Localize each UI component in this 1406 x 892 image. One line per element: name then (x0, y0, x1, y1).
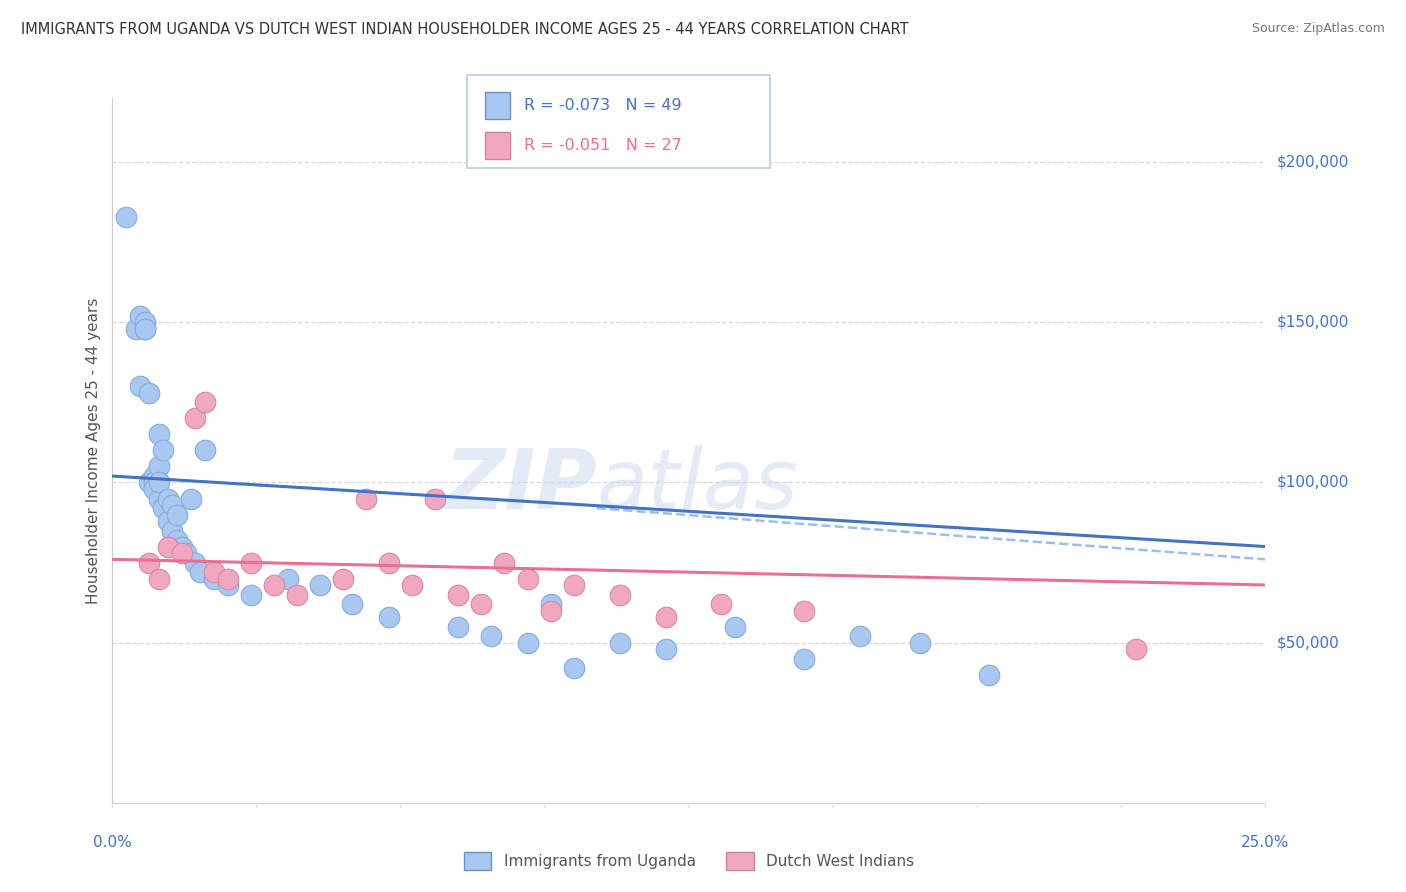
Point (425, 491, 447, 506)
Point (143, 482, 166, 496)
Point (129, 309, 152, 323)
Point (138, 556, 160, 570)
Point (202, 565, 225, 579)
Point (194, 443, 217, 458)
Point (277, 572, 299, 586)
Point (148, 491, 170, 506)
Point (148, 572, 170, 586)
Point (194, 395, 217, 409)
Point (332, 572, 354, 586)
Point (494, 556, 516, 570)
Text: $200,000: $200,000 (1277, 154, 1348, 169)
Point (378, 556, 401, 570)
Point (143, 475, 166, 490)
Point (162, 524, 184, 538)
Point (239, 556, 262, 570)
Legend: Immigrants from Uganda, Dutch West Indians: Immigrants from Uganda, Dutch West India… (458, 847, 920, 876)
Point (710, 597, 733, 611)
Text: R = -0.051   N = 27: R = -0.051 N = 27 (524, 138, 682, 153)
Point (479, 629, 502, 643)
Point (470, 597, 492, 611)
Point (188, 565, 211, 579)
Point (655, 642, 678, 657)
Point (129, 379, 152, 393)
Point (285, 588, 308, 602)
Point (148, 459, 170, 474)
Point (115, 210, 138, 224)
Point (148, 475, 170, 490)
Point (516, 572, 538, 586)
Point (609, 635, 631, 649)
Point (202, 572, 225, 586)
Point (401, 578, 423, 592)
Point (540, 597, 562, 611)
Point (162, 498, 184, 512)
Point (152, 501, 174, 516)
Point (166, 508, 188, 522)
Text: Source: ZipAtlas.com: Source: ZipAtlas.com (1251, 22, 1385, 36)
Point (124, 322, 146, 336)
Point (180, 491, 202, 506)
Point (724, 619, 747, 633)
Text: $150,000: $150,000 (1277, 315, 1348, 330)
Text: IMMIGRANTS FROM UGANDA VS DUTCH WEST INDIAN HOUSEHOLDER INCOME AGES 25 - 44 YEAR: IMMIGRANTS FROM UGANDA VS DUTCH WEST IND… (21, 22, 908, 37)
Text: $100,000: $100,000 (1277, 475, 1348, 490)
Point (562, 661, 585, 675)
Point (848, 629, 870, 643)
Point (134, 315, 156, 329)
Point (138, 385, 160, 400)
Text: ZIP: ZIP (444, 445, 596, 526)
Point (156, 540, 179, 554)
Point (309, 578, 332, 592)
Point (166, 533, 188, 548)
Point (134, 322, 156, 336)
Text: R = -0.073   N = 49: R = -0.073 N = 49 (524, 98, 682, 113)
Point (156, 491, 179, 506)
Text: atlas: atlas (596, 445, 799, 526)
Point (143, 469, 166, 483)
Point (447, 619, 470, 633)
Point (516, 635, 538, 649)
Y-axis label: Householder Income Ages 25 - 44 years: Householder Income Ages 25 - 44 years (86, 297, 101, 604)
Point (793, 651, 815, 665)
Point (217, 572, 239, 586)
Point (148, 427, 170, 442)
Point (655, 610, 678, 624)
Point (1125, 642, 1147, 657)
Point (378, 610, 401, 624)
Point (977, 667, 1000, 681)
Point (170, 546, 193, 560)
Point (156, 514, 179, 528)
Point (184, 411, 207, 425)
Point (217, 578, 239, 592)
Point (908, 635, 931, 649)
Point (342, 597, 364, 611)
Point (263, 578, 285, 592)
Point (134, 322, 156, 336)
Point (354, 491, 377, 506)
Point (793, 604, 815, 618)
Point (170, 540, 193, 554)
Point (447, 588, 470, 602)
Point (174, 546, 197, 560)
Point (152, 443, 174, 458)
Point (609, 588, 631, 602)
Point (184, 556, 207, 570)
Text: 25.0%: 25.0% (1241, 836, 1289, 850)
Point (138, 475, 160, 490)
Text: $50,000: $50,000 (1277, 635, 1340, 650)
Point (562, 578, 585, 592)
Point (540, 604, 562, 618)
Point (239, 588, 262, 602)
Text: 0.0%: 0.0% (93, 836, 132, 850)
